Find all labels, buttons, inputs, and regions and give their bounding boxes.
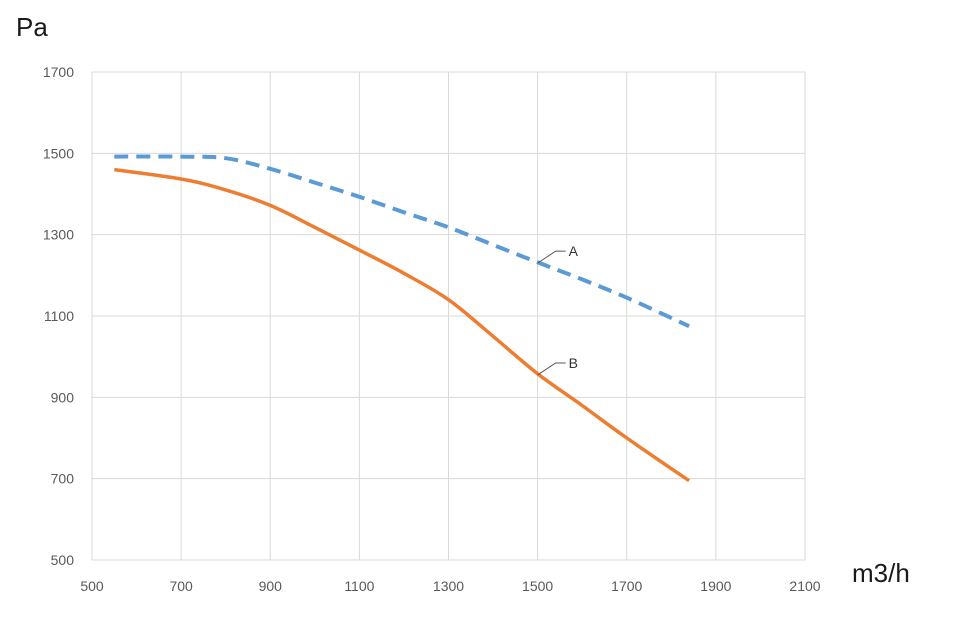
- x-tick-label: 1900: [700, 578, 731, 594]
- series-a-line: [114, 154, 690, 329]
- x-tick-label: 1100: [344, 578, 374, 594]
- series-b-leader-line: [537, 362, 566, 376]
- y-tick-label: 1300: [43, 227, 74, 243]
- y-axis-tick-labels: 500 700 900 1100 1300 1500 1700: [43, 64, 74, 568]
- y-tick-label: 1500: [43, 145, 74, 161]
- y-tick-label: 1700: [43, 64, 74, 80]
- grid: [91, 71, 806, 561]
- series-b-label: B: [569, 355, 578, 371]
- series-labels: AB: [537, 243, 579, 376]
- series-layer: [114, 154, 691, 483]
- x-tick-label: 2100: [789, 578, 820, 594]
- y-tick-label: 700: [51, 471, 75, 487]
- x-tick-label: 500: [80, 578, 104, 594]
- y-tick-label: 500: [51, 552, 75, 568]
- x-tick-label: 700: [169, 578, 193, 594]
- x-tick-label: 1700: [611, 578, 642, 594]
- y-tick-label: 1100: [44, 308, 74, 324]
- x-tick-label: 1500: [522, 578, 553, 594]
- x-tick-label: 900: [259, 578, 283, 594]
- series-a-label: A: [569, 243, 579, 259]
- x-axis-tick-labels: 500 700 900 1100 1300 1500 1700 1900 2100: [80, 578, 820, 594]
- y-axis-unit: Pa: [16, 12, 48, 42]
- series-b-line: [114, 167, 691, 483]
- plot-area: [91, 71, 806, 561]
- x-tick-label: 1300: [433, 578, 464, 594]
- x-axis-unit: m3/h: [852, 558, 910, 588]
- series-a-leader-line: [537, 250, 566, 264]
- y-tick-label: 900: [51, 389, 75, 405]
